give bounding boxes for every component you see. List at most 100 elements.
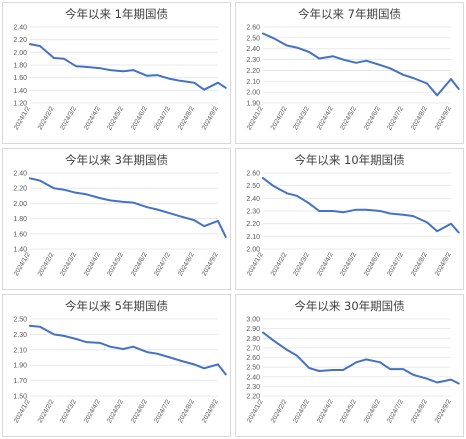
y-tick-label: 1.50: [13, 394, 27, 401]
chart-panel-10y-treasury: 今年以来 10年期国债 2.00 2.10 2.20 2.30 2.40 2.50 2.60 2…: [235, 148, 464, 290]
data-point: [286, 44, 288, 47]
y-tick-label: 2.10: [246, 79, 260, 86]
x-tick-label: 2024/4/2: [316, 398, 335, 424]
y-tick-label: 2.20: [13, 37, 27, 44]
data-point: [122, 201, 125, 203]
data-point: [436, 381, 438, 384]
x-tick-label: 2024/8/2: [410, 105, 429, 131]
data-point: [224, 87, 227, 89]
x-tick-label: 2024/8/2: [410, 398, 429, 424]
y-tick-label: 2.10: [246, 234, 260, 241]
data-point: [99, 342, 101, 344]
x-tick-label: 2024/8/2: [177, 251, 196, 277]
y-tick-label: 1.70: [13, 378, 27, 385]
chart-title: 今年以来 1年期国债: [65, 7, 168, 21]
x-tick-label: 2024/9/2: [434, 398, 453, 424]
y-tick-label: 2.40: [13, 25, 27, 32]
y-tick-label: 2.20: [246, 68, 260, 75]
x-tick-label: 2024/8/2: [177, 105, 196, 131]
y-tick-label: 2.30: [13, 332, 27, 339]
x-tick-label: 2024/6/2: [363, 398, 382, 424]
y-tick-label: 2.40: [13, 171, 27, 178]
data-point: [308, 202, 311, 205]
y-tick-label: 2.70: [246, 345, 260, 352]
data-point: [332, 55, 334, 58]
y-tick-label: 2.50: [246, 35, 260, 42]
data-point: [224, 373, 227, 376]
data-point: [63, 335, 65, 337]
x-tick-label: 2024/6/2: [363, 251, 382, 277]
chart-panel-7y-treasury: 今年以来 7年期国债 1.90 2.00 2.10 2.20 2.30 2.40 2.50 2.…: [235, 2, 464, 144]
data-point: [75, 191, 78, 194]
data-point: [193, 81, 195, 84]
data-point: [39, 325, 41, 328]
data-point: [389, 212, 391, 215]
x-tick-label: 2024/5/2: [339, 105, 358, 131]
y-tick-label: 2.60: [246, 25, 260, 32]
data-point: [179, 359, 182, 362]
data-point: [286, 192, 288, 195]
x-tick-label: 2024/7/2: [386, 398, 405, 424]
x-tick-label: 2024/6/2: [130, 398, 149, 424]
x-tick-label: 2024/9/2: [201, 398, 220, 424]
x-tick-label: 2024/2/2: [270, 105, 289, 131]
y-tick-label: 2.20: [246, 394, 260, 401]
data-point: [132, 69, 135, 71]
y-tick-label: 2.60: [246, 355, 260, 362]
y-tick-label: 2.50: [13, 317, 27, 324]
y-tick-label: 2.50: [246, 365, 260, 372]
data-point: [450, 378, 452, 381]
x-tick-label: 2024/7/2: [153, 398, 172, 424]
x-tick-label: 2024/5/2: [106, 398, 125, 424]
series-line: [29, 177, 227, 238]
y-tick-label: 2.40: [246, 46, 260, 53]
data-point: [402, 368, 405, 370]
data-point: [365, 208, 368, 211]
x-tick-label: 2024/3/2: [292, 398, 311, 424]
data-point: [412, 374, 415, 376]
x-tick-label: 2024/7/2: [386, 105, 405, 131]
data-point: [85, 193, 88, 196]
data-point: [262, 32, 264, 35]
data-point: [426, 82, 428, 85]
data-point: [355, 62, 358, 64]
x-tick-label: 2024/1/2: [13, 105, 32, 131]
data-point: [39, 45, 41, 47]
data-point: [272, 37, 274, 39]
x-tick-label: 2024/8/2: [177, 398, 196, 424]
data-point: [29, 177, 31, 180]
x-tick-label: 2024/5/2: [106, 251, 125, 277]
x-tick-label: 2024/2/2: [270, 398, 289, 424]
y-tick-label: 1.60: [13, 75, 27, 82]
data-point: [450, 222, 452, 225]
chart-title: 今年以来 5年期国债: [65, 299, 168, 313]
data-point: [389, 67, 391, 70]
data-point: [29, 325, 31, 327]
data-point: [156, 74, 158, 76]
y-tick-label: 2.40: [246, 374, 260, 381]
y-tick-label: 2.10: [13, 347, 27, 354]
data-point: [224, 236, 227, 238]
x-tick-label: 2024/5/2: [106, 105, 125, 131]
y-tick-label: 2.30: [246, 209, 260, 216]
x-tick-label: 2024/4/2: [83, 105, 102, 131]
chart-title: 今年以来 30年期国债: [294, 299, 404, 313]
data-point: [308, 51, 311, 53]
data-point: [457, 231, 460, 234]
data-point: [318, 370, 321, 372]
data-point: [146, 351, 148, 353]
data-point: [169, 78, 172, 80]
data-point: [262, 177, 264, 179]
x-tick-label: 2024/3/2: [59, 105, 78, 131]
y-tick-label: 2.00: [246, 90, 260, 97]
data-point: [426, 221, 428, 224]
data-point: [355, 361, 358, 364]
x-tick-label: 2024/1/2: [13, 398, 32, 424]
y-tick-label: 2.60: [246, 171, 260, 178]
x-tick-label: 2024/7/2: [386, 251, 405, 277]
x-tick-label: 2024/5/2: [339, 251, 358, 277]
data-point: [109, 69, 111, 71]
chart-svg: 今年以来 10年期国债 2.00 2.10 2.20 2.30 2.40 2.50 2.60 2…: [246, 153, 460, 277]
x-tick-label: 2024/3/2: [292, 251, 311, 277]
data-point: [272, 184, 274, 187]
